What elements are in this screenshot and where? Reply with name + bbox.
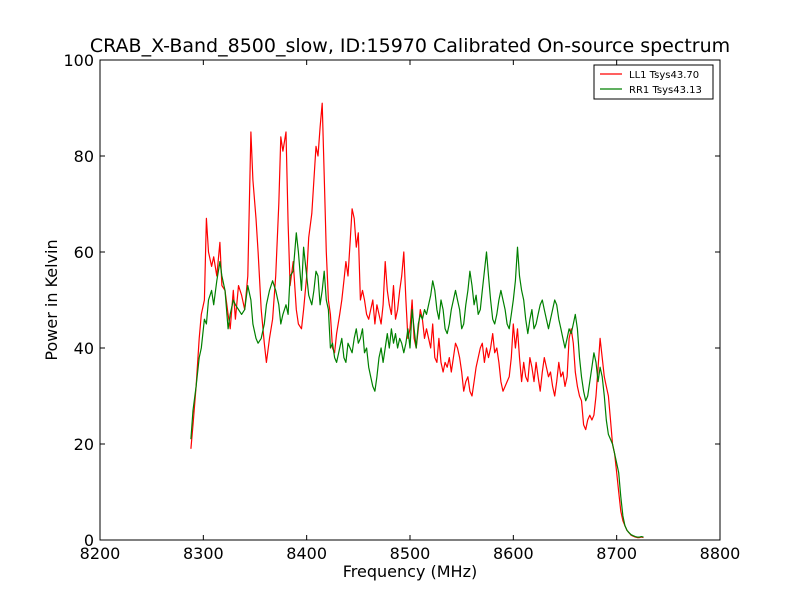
y-tick-label: 0 [84, 531, 94, 550]
x-axis-ticks: 8200 8300 8400 8500 8600 8700 8800 [80, 60, 741, 563]
x-axis-label: Frequency (MHz) [343, 562, 477, 581]
x-tick-label: 8200 [80, 544, 121, 563]
x-tick-label: 8600 [493, 544, 534, 563]
legend-label-rr1: RR1 Tsys43.13 [629, 85, 702, 96]
x-tick-label: 8700 [596, 544, 637, 563]
plot-area: 8200 8300 8400 8500 8600 8700 8800 0 20 40 60 80 10… [63, 51, 740, 563]
series-line-ll1 [190, 102, 644, 539]
axes-frame [99, 59, 721, 541]
y-tick-label: 80 [74, 147, 94, 166]
y-tick-label: 40 [74, 339, 94, 358]
y-axis-label: Power in Kelvin [42, 239, 61, 360]
x-tick-label: 8400 [286, 544, 327, 563]
series-layer [190, 102, 644, 539]
y-tick-label: 100 [63, 51, 94, 70]
legend-box [593, 64, 714, 100]
x-tick-label: 8300 [183, 544, 224, 563]
y-axis-ticks: 0 20 40 60 80 100 [63, 51, 720, 550]
x-tick-label: 8800 [700, 544, 741, 563]
y-tick-label: 60 [74, 243, 94, 262]
y-tick-label: 20 [74, 435, 94, 454]
x-tick-label: 8500 [390, 544, 431, 563]
legend: LL1 Tsys43.70 RR1 Tsys43.13 [593, 64, 714, 100]
legend-label-ll1: LL1 Tsys43.70 [629, 70, 699, 81]
series-line-rr1 [190, 232, 644, 538]
chart-title: CRAB_X-Band_8500_slow, ID:15970 Calibrat… [90, 35, 730, 57]
